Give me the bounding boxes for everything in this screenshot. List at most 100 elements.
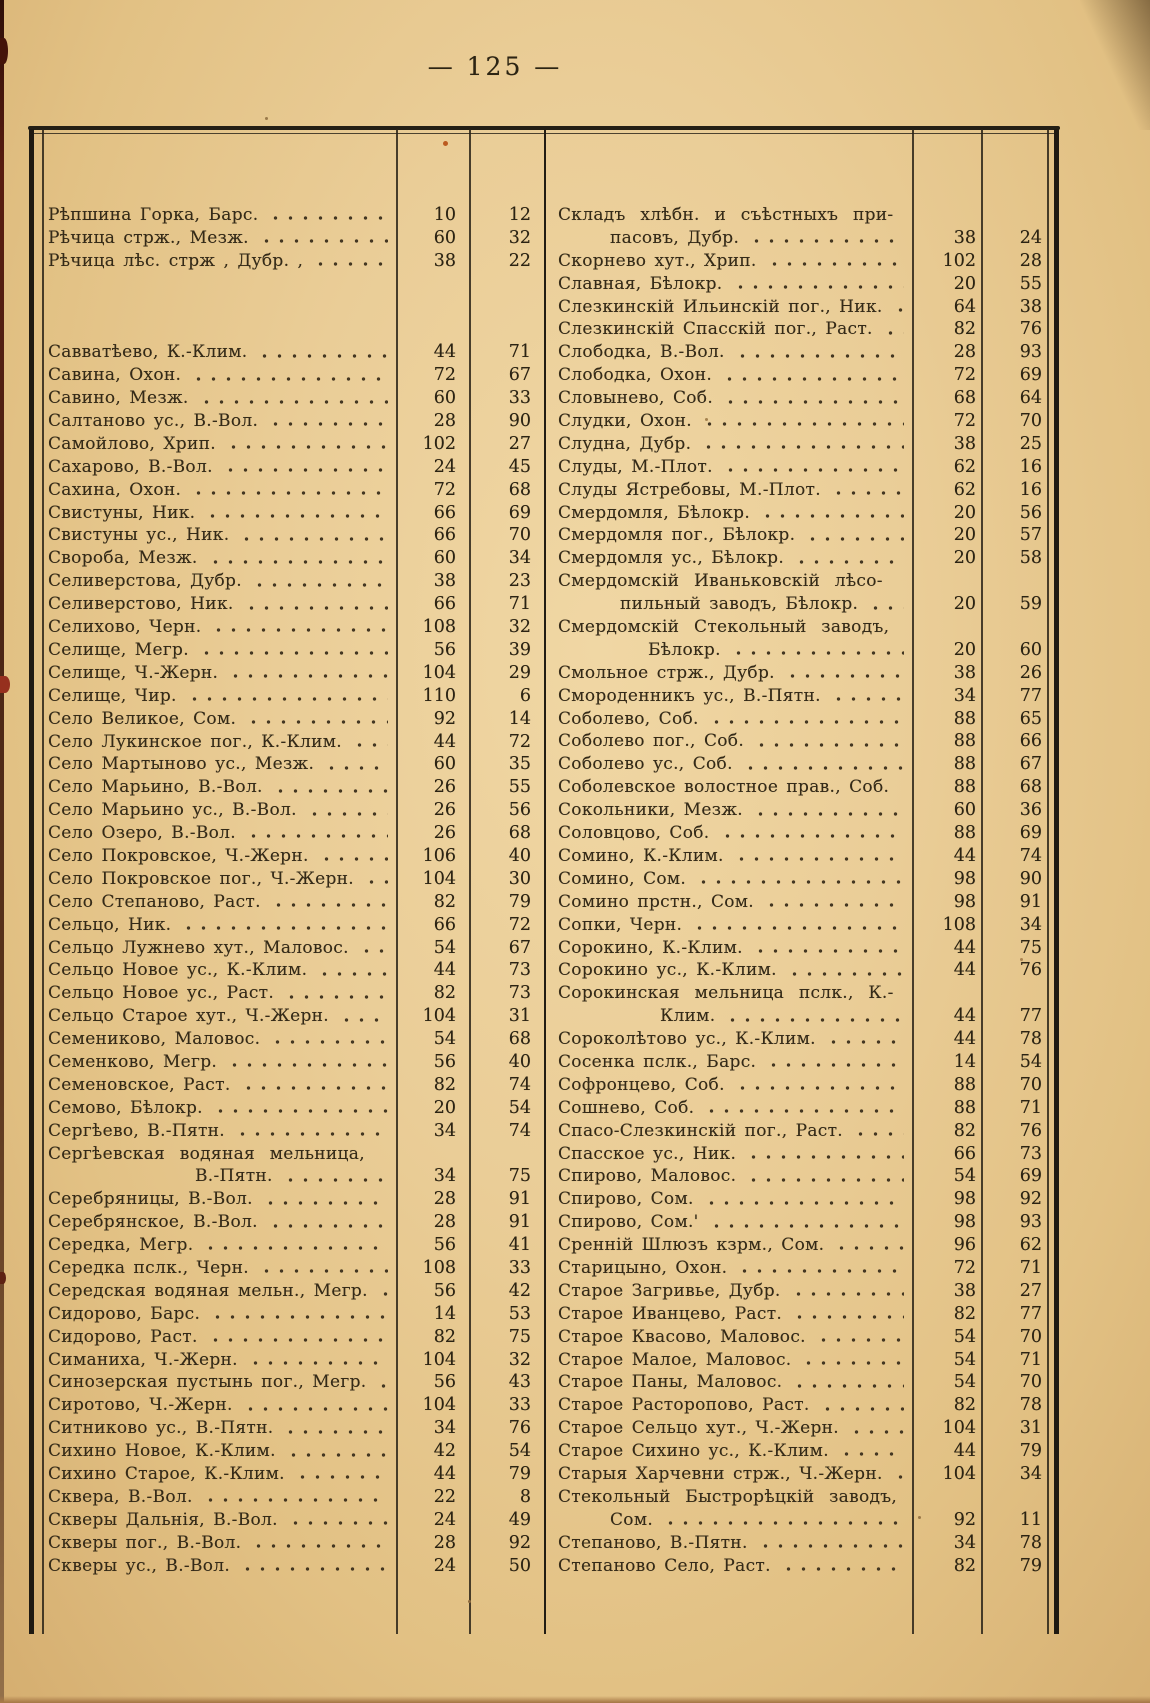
- dot-leader: [201, 501, 388, 525]
- place-name-cell: Слуды Ястребовы, М.-Плот.: [558, 478, 912, 502]
- table-row: Степаново, В.-Пятн. 34 78: [558, 1531, 1047, 1555]
- dot-leader: [729, 844, 904, 868]
- dot-leader: [659, 1508, 904, 1532]
- table-row: Серебряницы, В.-Вол. 28 91: [48, 1188, 545, 1212]
- table-row: Сом. 92 11: [558, 1508, 1047, 1532]
- place-name: Свороба, Мезж.: [48, 548, 198, 569]
- place-name: Село Марьино, В.-Вол.: [48, 777, 263, 798]
- col1-value: 56: [433, 639, 456, 660]
- col2-value: 33: [508, 1395, 531, 1416]
- place-name-cell: Село Покровское пог., Ч.-Жерн.: [48, 867, 396, 891]
- dot-leader: [745, 226, 904, 250]
- table-row: Стекольный Быстрорѣцкій заводъ,: [558, 1486, 1047, 1509]
- dot-leader: [688, 913, 904, 937]
- place-name: Селище, Мегр.: [48, 639, 189, 660]
- table-row: Сорокино ус., К.-Клим. 44 76: [558, 959, 1047, 983]
- dot-leader: [849, 1119, 904, 1143]
- place-name: Сосенка пслк., Барс.: [558, 1051, 757, 1072]
- table-row: Сорокинская мельница пслк., К.-: [558, 982, 1047, 1005]
- table-row: Сахина, Охон. 72 68: [48, 478, 545, 502]
- place-name-cell: Старицыно, Охон.: [558, 1256, 912, 1280]
- col1-value: 38: [433, 571, 456, 592]
- dot-leader: [241, 822, 388, 845]
- table-row: Селихово, Черн. 108 32: [48, 616, 545, 639]
- table-row: Сихино Новое, К.-Клим. 42 54: [48, 1440, 545, 1463]
- place-name-cell: Спирово, Маловос.: [558, 1165, 912, 1189]
- place-name: Рѣпшина Горка, Барс.: [48, 205, 259, 225]
- paper-speck: [468, 1600, 471, 1603]
- col2-value: 70: [1019, 1372, 1042, 1393]
- col2-value: 79: [1019, 1441, 1042, 1462]
- table-row: Сорокино, К.-Клим. 44 75: [558, 936, 1047, 960]
- place-name: Старое Малое, Маловос.: [558, 1349, 792, 1370]
- dot-leader: [815, 1394, 904, 1418]
- col2-value: 68: [1019, 777, 1042, 798]
- col2-value: 27: [508, 433, 531, 454]
- table-row: Спасо-Слезкинскій пог., Раст. 82 76: [558, 1119, 1047, 1143]
- place-name-cell: Сихино Старое, К.-Клим.: [48, 1463, 396, 1486]
- col1-value: 54: [433, 1029, 456, 1050]
- col2-value: 30: [508, 868, 531, 889]
- col1-value: 38: [953, 1280, 976, 1301]
- place-name-cell: Селиверстова, Дубр.: [48, 570, 396, 594]
- col1-value: 66: [433, 525, 456, 546]
- col2-value: 35: [508, 754, 531, 775]
- col2-value: 92: [1019, 1189, 1042, 1210]
- place-name: Смольное стрж., Дубр.: [558, 662, 775, 683]
- table-row: Рѣпшина Горка, Барс. 10 12: [48, 204, 545, 227]
- col1-value: 20: [953, 548, 976, 569]
- dot-leader: [845, 1417, 904, 1441]
- table-row: Старое Сихино ус., К.-Клим. 44 79: [558, 1440, 1047, 1463]
- col2-value: 79: [508, 891, 531, 912]
- dot-leader: [320, 753, 388, 777]
- table-row: Село Мартыново ус., Мезж. 60 35: [48, 753, 545, 777]
- place-name-cell: Скверы ус., В.-Вол.: [48, 1554, 396, 1578]
- table-row: Семениково, Маловос. 54 68: [48, 1028, 545, 1051]
- place-name: Старое Паны, Маловос.: [558, 1372, 783, 1393]
- place-name-cell: Рѣчица стрж., Мезж.: [48, 226, 396, 250]
- table-row: Скверы Дальнія, В.-Вол. 24 49: [48, 1508, 545, 1532]
- place-name-cell: Сокольники, Мезж.: [558, 799, 912, 823]
- col2-value: 78: [1019, 1395, 1042, 1416]
- col2-value: 71: [508, 594, 531, 615]
- col1-value: 68: [953, 388, 976, 409]
- col1-value: 20: [953, 273, 976, 294]
- table-row: Село Марьино, В.-Вол. 26 55: [48, 776, 545, 800]
- place-name: Сельцо Новое ус., К.-Клим.: [48, 960, 308, 981]
- place-name: Сергѣевская водяная мельница,: [48, 1143, 365, 1164]
- dot-leader: [782, 959, 904, 983]
- col1-value: 82: [953, 1120, 976, 1141]
- place-name-cell: В.-Пятн.: [48, 1165, 396, 1189]
- col1-value: 20: [953, 594, 976, 615]
- table-row: Салтаново ус., В.-Вол. 28 90: [48, 410, 545, 433]
- table-row: Старое Паны, Маловос. 54 70: [558, 1371, 1047, 1395]
- place-name-cell: Сидорово, Раст.: [48, 1325, 396, 1349]
- col1-value: 10: [433, 205, 456, 225]
- col2-value: 74: [1019, 845, 1042, 866]
- table-row: Сельцо, Ник. 66 72: [48, 913, 545, 937]
- col2-value: 69: [1019, 823, 1042, 844]
- place-name: Старое Квасово, Маловос.: [558, 1326, 806, 1347]
- place-name-cell: Рѣчица лѣс. стрж , Дубр. ,: [48, 249, 396, 273]
- dot-leader: [776, 1554, 904, 1578]
- dot-leader: [834, 1440, 904, 1463]
- table-row: пасовъ, Дубр. 38 24: [558, 226, 1047, 250]
- place-name-cell: Слезкинскій Спасскій пог., Раст.: [558, 318, 912, 342]
- col2-value: 29: [508, 662, 531, 683]
- place-name: Сороколѣтово ус., К.-Клим.: [558, 1029, 816, 1050]
- table-row: Смердомля, Бѣлокр. 20 56: [558, 501, 1047, 525]
- place-name-cell: Серебряницы, В.-Вол.: [48, 1188, 396, 1212]
- dot-leader: [253, 341, 388, 365]
- place-name-cell: Сквера, В.-Вол.: [48, 1485, 396, 1509]
- place-name-cell: Соболево, Соб.: [558, 707, 912, 731]
- table-row: Ситниково ус., В.-Пятн. 34 76: [48, 1417, 545, 1441]
- place-name-cell: Смердомля, Бѣлокр.: [558, 501, 912, 525]
- table-row: пильный заводъ, Бѣлокр. 20 59: [558, 593, 1047, 617]
- col1-value: 104: [422, 1395, 456, 1416]
- paper-speck: [918, 1516, 921, 1519]
- table-row: Соболевское волостное прав., Соб. 88 68: [558, 776, 1047, 800]
- col1-value: 54: [953, 1326, 976, 1347]
- col1-value: 20: [433, 1097, 456, 1118]
- dot-leader: [704, 707, 904, 731]
- col1-value: 98: [953, 891, 976, 912]
